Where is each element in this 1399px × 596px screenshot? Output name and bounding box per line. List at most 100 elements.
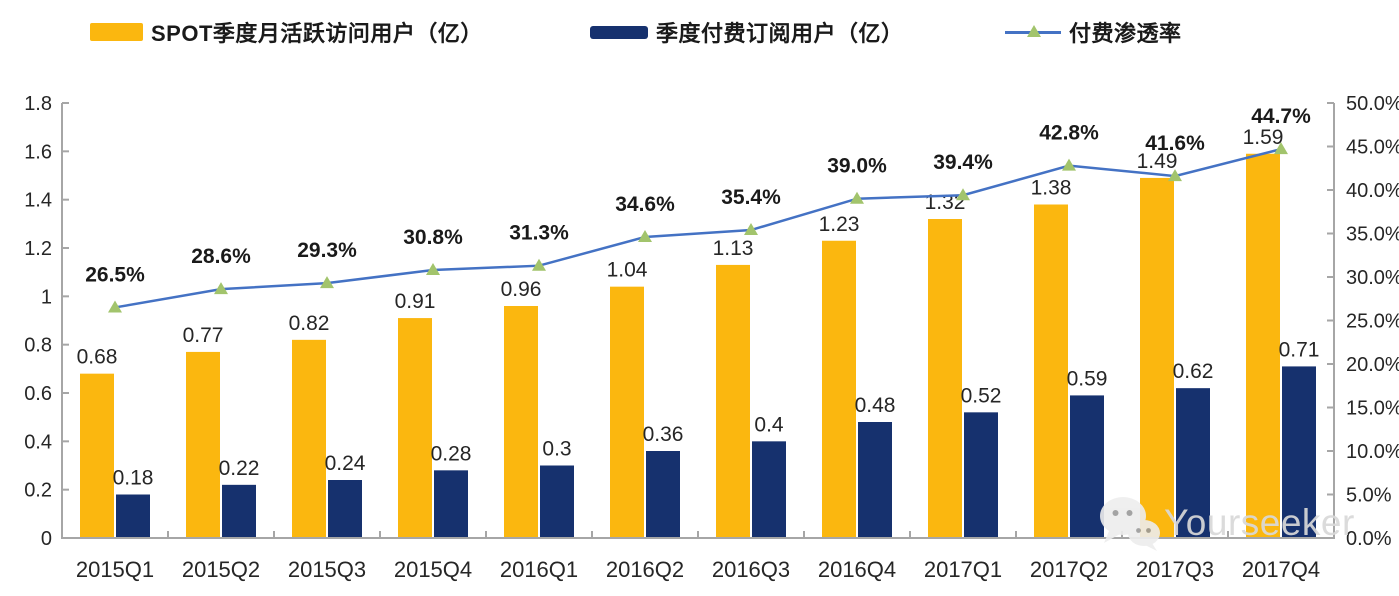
x-axis-label: 2015Q3 <box>288 557 366 582</box>
bar-subs <box>1070 395 1104 538</box>
bar-subs <box>964 412 998 538</box>
bar-label-mau: 1.13 <box>713 237 754 260</box>
left-axis-tick-label: 1.6 <box>24 141 52 163</box>
bar-subs <box>434 470 468 538</box>
right-axis-tick-label: 45.0% <box>1346 137 1399 159</box>
mau-legend-swatch <box>90 23 143 41</box>
line-marker <box>1274 142 1288 155</box>
legend-label-mau: SPOT季度月活跃访问用户（亿） <box>151 21 483 46</box>
penetration-label: 39.0% <box>827 155 887 178</box>
triangle-marker-icon <box>1027 25 1041 37</box>
x-axis-label: 2017Q1 <box>924 557 1002 582</box>
x-axis-label: 2016Q4 <box>818 557 896 582</box>
bar-label-subs: 0.71 <box>1279 338 1320 361</box>
penetration-label: 26.5% <box>85 263 145 286</box>
penetration-label: 30.8% <box>403 226 463 249</box>
bar-mau <box>186 351 220 538</box>
penetration-label: 44.7% <box>1251 105 1311 128</box>
legend-item-penetration: 付费渗透率 <box>1005 16 1182 48</box>
bar-label-mau: 1.38 <box>1031 177 1072 200</box>
bar-label-subs: 0.62 <box>1173 360 1214 383</box>
right-axis-tick-label: 35.0% <box>1346 224 1399 246</box>
left-axis-tick-label: 0 <box>41 528 52 550</box>
line-marker <box>638 229 652 242</box>
bar-label-mau: 1.23 <box>819 213 860 236</box>
bar-subs <box>222 484 256 538</box>
bar-subs <box>752 441 786 538</box>
bar-label-subs: 0.48 <box>855 394 896 417</box>
bar-label-subs: 0.52 <box>961 384 1002 407</box>
penetration-legend-swatch <box>1005 23 1061 41</box>
right-axis-tick-label: 40.0% <box>1346 180 1399 202</box>
right-axis-tick-label: 10.0% <box>1346 441 1399 463</box>
bar-label-mau: 1.59 <box>1243 126 1284 149</box>
left-axis-tick-label: 0.6 <box>24 383 52 405</box>
line-marker <box>532 258 546 271</box>
bar-mau <box>398 318 432 538</box>
x-axis-label: 2017Q2 <box>1030 557 1108 582</box>
line-marker <box>108 300 122 313</box>
legend-item-mau: SPOT季度月活跃访问用户（亿） <box>90 16 483 48</box>
left-axis-tick-label: 0.4 <box>24 431 52 453</box>
right-axis-tick-label: 5.0% <box>1346 485 1392 507</box>
x-axis-label: 2015Q4 <box>394 557 472 582</box>
bar-label-subs: 0.3 <box>542 438 571 461</box>
x-axis-label: 2016Q2 <box>606 557 684 582</box>
x-axis-label: 2016Q3 <box>712 557 790 582</box>
right-axis-tick-label: 30.0% <box>1346 267 1399 289</box>
line-marker <box>1062 158 1076 171</box>
left-axis-tick-label: 1.8 <box>24 93 52 115</box>
bar-mau <box>292 339 326 538</box>
bar-subs <box>540 465 574 538</box>
bar-label-subs: 0.24 <box>325 452 366 475</box>
line-marker <box>850 191 864 204</box>
left-axis-tick-label: 1.4 <box>24 190 52 212</box>
bar-mau <box>1246 153 1280 538</box>
bar-mau <box>1140 177 1174 538</box>
x-axis-label: 2015Q1 <box>76 557 154 582</box>
left-axis-tick-label: 1 <box>41 286 52 308</box>
bar-mau <box>1034 204 1068 538</box>
penetration-label: 39.4% <box>933 151 993 174</box>
right-axis-tick-label: 25.0% <box>1346 311 1399 333</box>
penetration-label: 35.4% <box>721 186 781 209</box>
left-axis-tick-label: 0.2 <box>24 480 52 502</box>
penetration-line <box>114 147 1282 309</box>
bar-subs <box>328 480 362 538</box>
bar-label-subs: 0.18 <box>113 467 154 490</box>
left-axis-tick-label: 0.8 <box>24 335 52 357</box>
legend-label-penetration: 付费渗透率 <box>1069 21 1182 46</box>
line-marker <box>214 282 228 295</box>
x-axis-label: 2017Q4 <box>1242 557 1320 582</box>
bar-label-subs: 0.36 <box>643 423 684 446</box>
line-marker <box>744 223 758 236</box>
bar-mau <box>610 286 644 538</box>
penetration-label: 41.6% <box>1145 132 1205 155</box>
bar-subs <box>646 451 680 538</box>
bar-mau <box>80 373 114 538</box>
bar-label-mau: 0.77 <box>183 324 224 347</box>
subs-legend-swatch <box>590 25 648 39</box>
bar-label-subs: 0.4 <box>754 413 784 436</box>
line-marker <box>1168 169 1182 182</box>
penetration-label: 28.6% <box>191 245 251 268</box>
x-axis-label: 2016Q1 <box>500 557 578 582</box>
bar-label-mau: 0.68 <box>77 346 118 369</box>
penetration-label: 42.8% <box>1039 122 1099 145</box>
bar-subs <box>1282 366 1316 538</box>
right-axis-tick-label: 20.0% <box>1346 354 1399 376</box>
line-marker <box>956 188 970 201</box>
bar-label-mau: 0.96 <box>501 278 542 301</box>
penetration-label: 34.6% <box>615 193 675 216</box>
penetration-label: 29.3% <box>297 239 357 262</box>
bar-subs <box>1176 388 1210 538</box>
bar-label-subs: 0.59 <box>1067 367 1108 390</box>
legend: SPOT季度月活跃访问用户（亿） 季度付费订阅用户（亿） 付费渗透率 <box>0 0 1399 60</box>
bar-label-mau: 0.91 <box>395 290 436 313</box>
bar-mau <box>822 240 856 538</box>
line-marker <box>426 263 440 276</box>
x-axis-label: 2015Q2 <box>182 557 260 582</box>
right-axis-tick-label: 0.0% <box>1346 528 1392 550</box>
